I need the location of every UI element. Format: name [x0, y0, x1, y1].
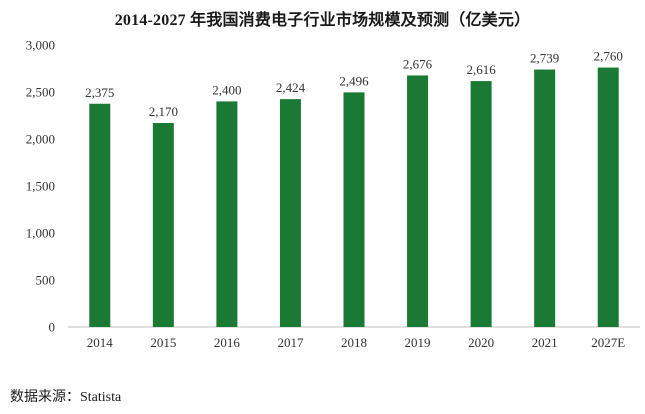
bars [89, 67, 619, 328]
bar-2021 [534, 69, 556, 327]
x-tick-label-2021: 2021 [532, 335, 558, 350]
y-tick-label: 500 [36, 273, 56, 288]
value-label-2021: 2,739 [530, 51, 559, 66]
value-label-2017: 2,424 [276, 80, 306, 95]
bar-2019 [407, 75, 429, 328]
y-tick-label: 0 [49, 320, 56, 335]
x-tick-label-2015: 2015 [150, 335, 176, 350]
x-tick-label-2018: 2018 [341, 335, 367, 350]
value-label-2019: 2,676 [403, 56, 433, 71]
bar-2020 [470, 81, 492, 327]
x-tick-label-2020: 2020 [468, 335, 494, 350]
value-label-2020: 2,616 [466, 62, 496, 77]
value-label-2027E: 2,760 [594, 49, 623, 64]
x-axis: 2014 2015 2016 2017 2018 2019 2020 2021 2027E [68, 326, 640, 350]
y-tick-label: 1,000 [26, 226, 55, 241]
x-tick-label-2019: 2019 [405, 335, 431, 350]
bar-2016 [216, 101, 238, 328]
value-label-2018: 2,496 [339, 73, 369, 88]
source-note: 数据来源：Statista [10, 390, 122, 405]
x-tick-label-2016: 2016 [214, 335, 241, 350]
y-tick-label: 1,500 [26, 179, 55, 194]
y-tick-label: 3,000 [26, 38, 55, 53]
value-label-2015: 2,170 [149, 104, 178, 119]
x-tick-label-2014: 2014 [87, 335, 114, 350]
x-tick-label-2017: 2017 [277, 335, 304, 350]
data-labels: 2,375 2,170 2,400 2,424 2,496 2,676 2,616 2,739… [85, 49, 623, 119]
x-tick-label-2027E: 2027E [591, 335, 625, 350]
bar-2014 [89, 103, 111, 327]
chart-title: 2014-2027 年我国消费电子行业市场规模及预测（亿美元） [114, 12, 531, 29]
value-label-2016: 2,400 [212, 82, 241, 97]
bar-2015 [152, 123, 174, 328]
bar-2017 [279, 99, 301, 327]
y-tick-label: 2,000 [26, 132, 55, 147]
y-axis: 0 500 1,000 1,500 2,000 2,500 3,000 [26, 38, 55, 335]
bar-2018 [343, 92, 365, 327]
value-label-2014: 2,375 [85, 85, 114, 100]
bar-2027E [597, 67, 619, 327]
y-tick-label: 2,500 [26, 85, 55, 100]
